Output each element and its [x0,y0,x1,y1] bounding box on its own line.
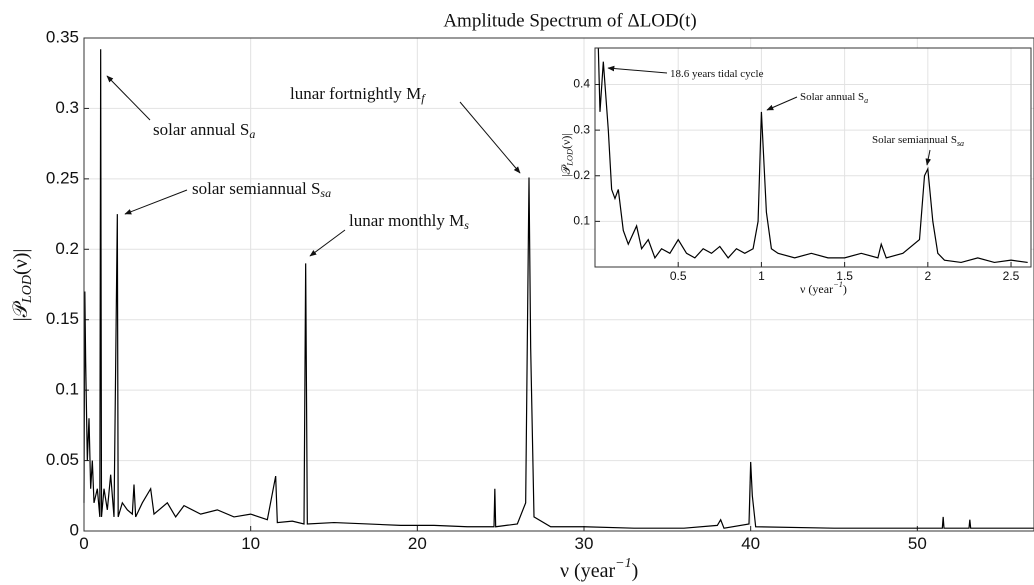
annotation: solar semiannual Ssa [192,179,331,200]
plot: 0.5 1 1.5 2 2.5 0.1 0.2 0.3 0.4 ν (year−1) |𝒫LOD(ν… [559,47,1032,296]
y-tick-label: 0.1 [573,214,590,228]
x-tick-label: 0 [79,534,88,553]
axis-label: ν (year−1) [800,280,847,296]
axis-label: |𝒫LOD(ν)| [10,249,36,322]
axis-label: ν (year−1) [560,556,638,581]
label-part: ) [843,282,847,296]
annotation-sub: f [421,91,426,105]
annotation-text: solar semiannual S [192,179,320,198]
annotation-text: solar annual S [153,120,249,139]
y-tick-label: 0.4 [573,77,590,91]
y-tick-label: 0.1 [55,380,79,399]
spectrum-line [83,49,1034,529]
annotation-sub: a [864,96,868,105]
annotation-text: 18.6 years tidal cycle [670,68,764,80]
x-tick-label: 30 [575,534,594,553]
label-sup: −1 [615,556,631,571]
annotation-arrow [766,96,798,111]
label-part: (ν)| [559,133,573,149]
annotation: Solar annual Sa [800,91,868,105]
annotation-text: Solar annual S [800,91,864,103]
x-tick-label: 50 [908,534,927,553]
y-tick-label: 0.2 [55,239,79,258]
x-tick-label: 2.5 [1003,269,1020,283]
annotation-text: lunar monthly M [349,211,464,230]
label-part: ν (year [800,282,833,296]
annotation-sub: s [464,218,469,232]
annotation-arrow [106,75,151,121]
annotation-arrow [925,149,931,166]
x-tick-label: 40 [741,534,760,553]
annotation-arrow [309,229,346,257]
annotation: lunar monthly Ms [349,211,469,232]
y-tick-label: 0.25 [46,168,79,187]
annotation-text: Solar semiannual S [872,134,957,146]
annotation: solar annual Sa [153,120,255,141]
y-tick-label: 0.2 [573,168,590,182]
x-tick-label: 2 [924,269,931,283]
annotation-sub: a [249,127,255,141]
label-sub: LOD [20,275,35,304]
x-tick-label: 0.5 [670,269,687,283]
y-tick-label: 0.3 [573,122,590,136]
label-part: |𝒫 [10,300,32,321]
chart-title: Amplitude Spectrum of ΔLOD(t) [443,10,696,31]
annotation-arrow [607,65,668,74]
label-sub: LOD [566,149,575,167]
annotation-sub: sa [320,186,331,200]
label-sup: −1 [833,280,843,289]
y-tick-label: 0.35 [46,27,79,46]
annotation: Solar semiannual Ssa [872,134,964,148]
y-tick-label: 0.3 [55,98,79,117]
annotation: 18.6 years tidal cycle [670,68,764,80]
label-part: ) [632,560,639,582]
y-tick-label: 0.15 [46,309,79,328]
label-part: |𝒫 [559,164,573,176]
annotation-text: lunar fortnightly M [290,84,421,103]
annotation: lunar fortnightly Mf [290,84,426,105]
x-tick-label: 1 [758,269,765,283]
label-part: (ν)| [10,249,32,275]
y-tick-label: 0.05 [46,450,79,469]
annotation-sub: sa [957,139,964,148]
x-tick-label: 10 [241,534,260,553]
axis-label: |𝒫LOD(ν)| [559,133,575,177]
label-part: ν (year [560,560,615,582]
x-tick-label: 20 [408,534,427,553]
spectrum-line [597,47,1028,264]
annotation-arrow [459,101,521,174]
axes-frame [83,37,1034,532]
y-tick-label: 0 [70,520,79,539]
inset-background [595,48,1031,267]
annotation-arrow [124,189,188,215]
axes-frame [594,47,1032,268]
x-tick-label: 1.5 [836,269,853,283]
